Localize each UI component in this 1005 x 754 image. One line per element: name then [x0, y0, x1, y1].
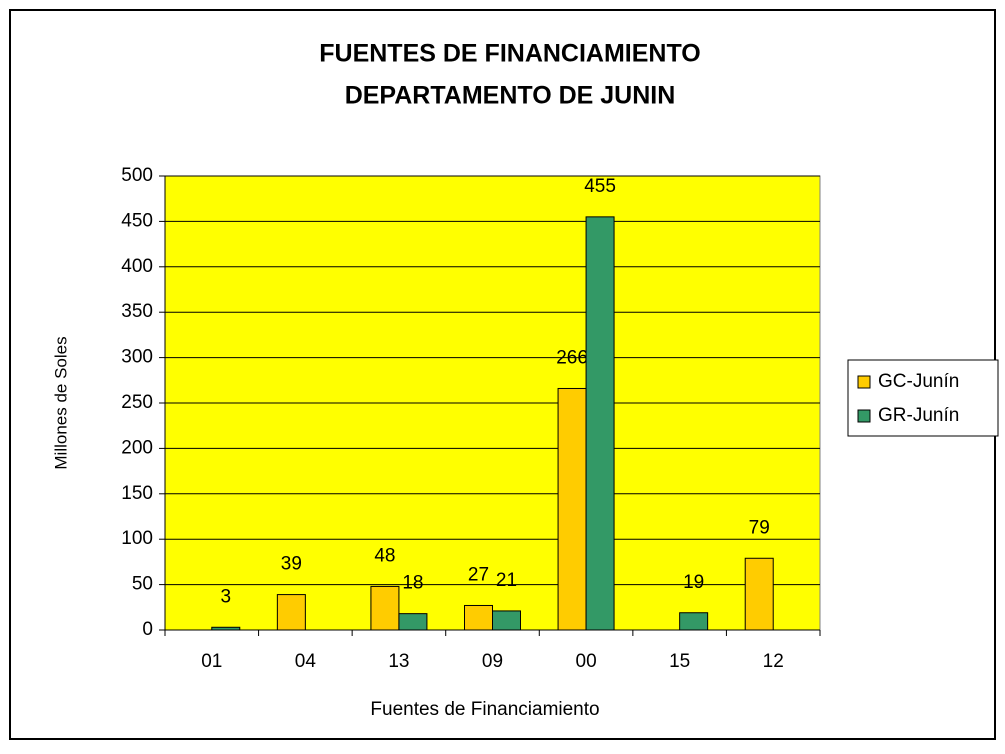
y-tick-label: 150 [121, 483, 153, 504]
y-tick-label: 300 [121, 347, 153, 368]
data-label: 18 [402, 573, 423, 594]
y-tick-label: 350 [121, 301, 153, 322]
y-tick-label: 100 [121, 528, 153, 549]
legend-label: GR-Junín [878, 405, 959, 426]
data-label: 27 [468, 564, 489, 585]
data-label: 19 [683, 572, 704, 593]
legend-swatch [857, 375, 871, 389]
y-tick-label: 0 [142, 619, 153, 640]
x-tick-label: 13 [388, 651, 409, 672]
x-tick-label: 00 [576, 651, 597, 672]
bar [679, 612, 709, 631]
y-tick-label: 500 [121, 165, 153, 186]
y-axis-label: Millones de Soles [51, 336, 70, 469]
data-label: 21 [496, 570, 517, 591]
chart-title: DEPARTAMENTO DE JUNIN [345, 82, 676, 110]
bar [398, 613, 428, 631]
x-tick-label: 04 [295, 651, 317, 672]
bar [464, 604, 493, 631]
data-label: 266 [556, 347, 588, 368]
bar [585, 216, 615, 631]
data-label: 79 [749, 517, 770, 538]
x-tick-label: 15 [669, 651, 690, 672]
chart-title: FUENTES DE FINANCIAMIENTO [319, 40, 701, 68]
data-label: 455 [584, 176, 616, 197]
y-tick-label: 50 [132, 574, 153, 595]
legend-box [847, 359, 999, 437]
y-tick-label: 200 [121, 437, 153, 458]
x-axis-label: Fuentes de Financiamiento [370, 699, 599, 720]
bar [744, 557, 774, 631]
bar [211, 626, 241, 631]
bar [557, 387, 587, 631]
data-label: 39 [281, 554, 302, 575]
data-label: 3 [220, 586, 231, 607]
y-tick-label: 400 [121, 256, 153, 277]
legend-swatch [857, 409, 871, 423]
y-tick-label: 250 [121, 392, 153, 413]
bar [492, 610, 521, 631]
legend-label: GC-Junín [878, 371, 959, 392]
data-label: 48 [374, 545, 395, 566]
x-tick-label: 01 [201, 651, 222, 672]
bar [276, 594, 306, 631]
y-tick-label: 450 [121, 210, 153, 231]
x-tick-label: 12 [763, 651, 784, 672]
bar [370, 585, 400, 631]
x-tick-label: 09 [482, 651, 503, 672]
